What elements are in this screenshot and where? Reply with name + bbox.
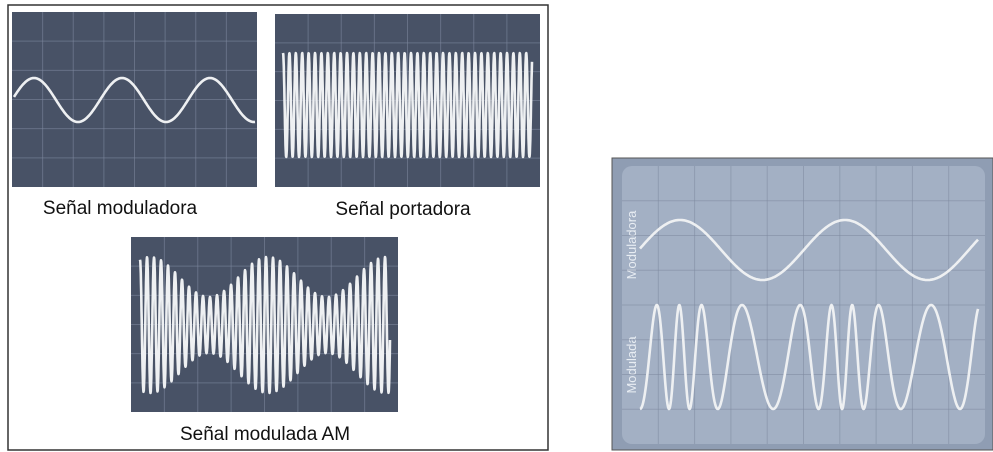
trace — [12, 76, 256, 124]
caption: Señal modulada AM — [180, 424, 350, 445]
caption: Señal moduladora — [43, 198, 198, 219]
trace-label: Moduladora — [624, 210, 639, 279]
caption: Señal portadora — [335, 199, 471, 220]
trace — [138, 255, 392, 395]
trace — [639, 218, 979, 282]
trace — [281, 51, 534, 159]
grid — [12, 12, 257, 187]
trace — [639, 303, 980, 411]
traces — [12, 12, 985, 444]
trace-label: Modulada — [624, 336, 639, 394]
